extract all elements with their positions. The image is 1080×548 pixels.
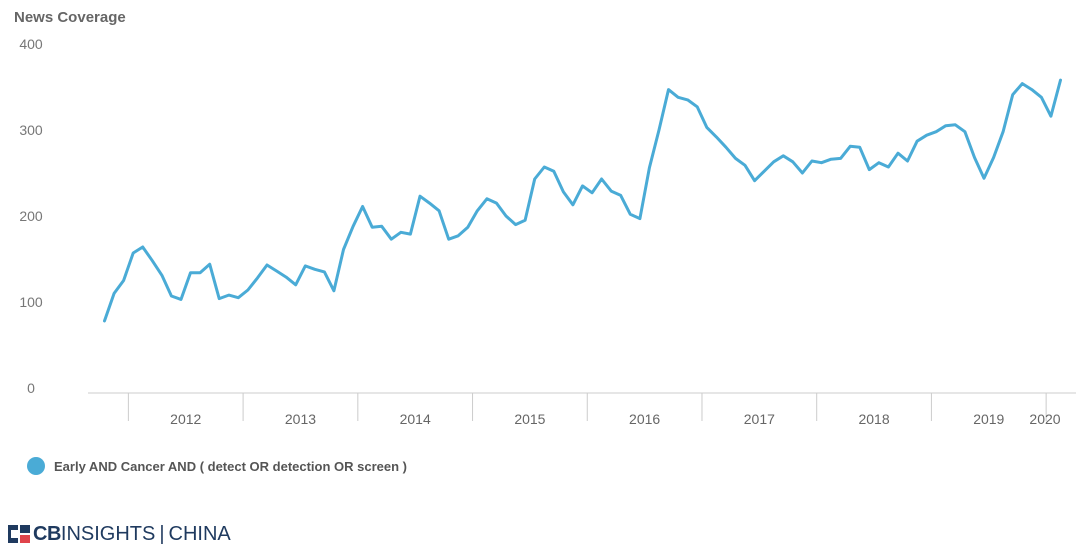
x-tick-label-2019: 2019 xyxy=(973,411,1004,427)
legend[interactable]: Early AND Cancer AND ( detect OR detecti… xyxy=(27,457,407,475)
series-line-0[interactable] xyxy=(103,78,1062,323)
y-axis-title: News Coverage xyxy=(14,9,126,26)
x-tick-label-2015: 2015 xyxy=(514,411,545,427)
x-axis: 2012 2013 2014 2015 2016 2017 2018 2019 2020 xyxy=(88,392,1076,427)
y-axis-ticks: 0 100 200 300 400 xyxy=(19,36,43,396)
y-tick-label-0: 0 xyxy=(27,380,35,396)
logo-insights-text: INSIGHTS xyxy=(60,522,156,545)
y-tick-label-100: 100 xyxy=(19,294,43,310)
cb-logo-mark-icon xyxy=(8,525,30,543)
legend-label[interactable]: Early AND Cancer AND ( detect OR detecti… xyxy=(54,459,407,474)
y-tick-label-200: 200 xyxy=(19,208,43,224)
series-group xyxy=(103,78,1062,323)
y-tick-label-400: 400 xyxy=(19,36,43,52)
x-tick-label-2018: 2018 xyxy=(858,411,889,427)
cb-insights-china-logo: CB INSIGHTS | CHINA xyxy=(8,523,231,545)
logo-china-text: CHINA xyxy=(168,522,231,545)
x-tick-label-2017: 2017 xyxy=(744,411,775,427)
x-tick-label-2016: 2016 xyxy=(629,411,660,427)
legend-marker[interactable] xyxy=(27,457,45,475)
logo-cb-text: CB xyxy=(33,522,61,545)
x-tick-label-2014: 2014 xyxy=(400,411,431,427)
x-tick-label-2020: 2020 xyxy=(1029,411,1060,427)
logo-separator: | xyxy=(159,522,165,545)
y-tick-label-300: 300 xyxy=(19,122,43,138)
x-tick-label-2013: 2013 xyxy=(285,411,316,427)
x-tick-label-2012: 2012 xyxy=(170,411,201,427)
